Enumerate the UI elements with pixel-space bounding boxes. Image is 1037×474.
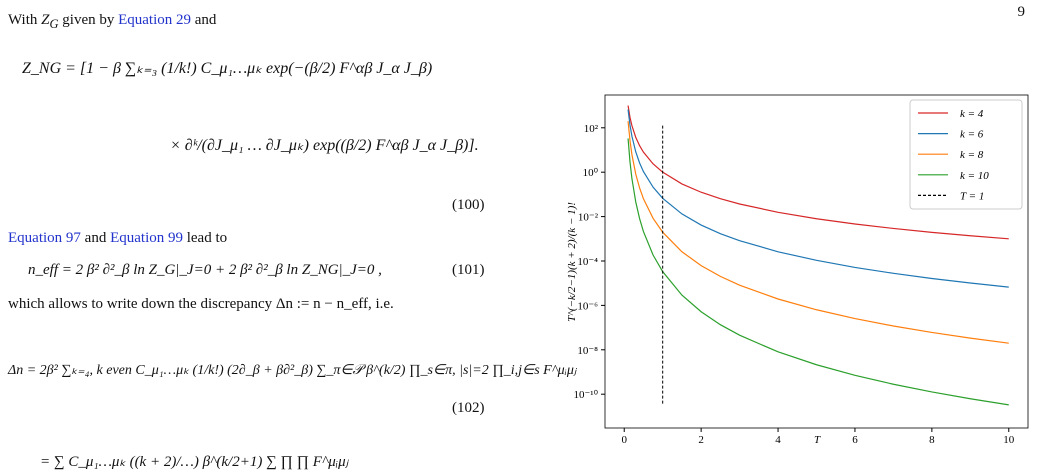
equation: Δn = 2β² ∑ₖ₌₄, k even C_μ₁…μₖ (1/k!) (2∂… — [8, 363, 577, 378]
chart: T T^(−k/2−1)(k + 2)/(k − 1)! 0 2 4 6 8 10 10⁻¹… — [566, 94, 1029, 446]
x-tick-label: 4 — [775, 434, 781, 446]
line — [627, 105, 1009, 240]
equation: Z_NG = [1 − β ∑ₖ₌₃ (1/k!) C_μ₁…μₖ exp(−(… — [22, 60, 433, 77]
text: With — [8, 12, 42, 28]
paragraph: Equation 97 and Equation 99 lead to — [8, 230, 227, 247]
paragraph: With ZG given by Equation 29 and — [8, 12, 216, 32]
equation-number: (100) — [452, 197, 485, 213]
y-tick-label: 10⁻⁸ — [577, 345, 598, 357]
y-tick-label: 10⁻⁴ — [577, 256, 598, 268]
line — [627, 109, 1009, 288]
legend-label: k = 8 — [960, 149, 984, 161]
y-tick-label: 10⁻¹⁰ — [573, 389, 598, 401]
text: and — [191, 12, 217, 28]
text: lead to — [182, 230, 228, 246]
y-tick-label: 10² — [584, 123, 599, 135]
x-tick-label: 2 — [698, 434, 704, 446]
y-axis-label: T^(−k/2−1)(k + 2)/(k − 1)! — [566, 202, 578, 322]
text: given by — [58, 12, 119, 28]
y-tick-label: 10⁻⁶ — [577, 300, 598, 312]
x-tick-label: 6 — [852, 434, 858, 446]
page-number: 9 — [1017, 4, 1026, 20]
legend-label: T = 1 — [960, 190, 984, 202]
line — [627, 121, 1009, 344]
equation: n_eff = 2 β² ∂²_β ln Z_G|_J=0 + 2 β² ∂²_… — [28, 262, 382, 278]
equation: × ∂ᵏ/(∂J_μ₁ … ∂J_μₖ) exp((β/2) F^αβ J_α … — [170, 137, 479, 154]
link[interactable]: Equation 97 — [8, 230, 81, 246]
legend-label: k = 4 — [960, 108, 984, 120]
x-tick-label: 10 — [1003, 434, 1015, 446]
paragraph: which allows to write down the discrepan… — [8, 296, 394, 312]
x-axis-label: T — [814, 434, 821, 446]
equation-number: (101) — [452, 262, 485, 278]
plot-frame — [604, 94, 1029, 429]
line — [627, 138, 1009, 406]
text: and — [80, 230, 111, 246]
equation-number: (102) — [452, 400, 485, 416]
equation: = ∑ C_μ₁…μₖ ((k + 2)/…) β^(k/2+1) ∑ ∏ ∏ … — [40, 454, 349, 470]
math: G — [49, 17, 59, 31]
y-tick-label: 10⁰ — [583, 167, 599, 179]
link[interactable]: Equation 29 — [118, 12, 192, 28]
x-tick-label: 8 — [929, 434, 935, 446]
legend-label: k = 6 — [960, 129, 984, 141]
link[interactable]: Equation 99 — [110, 230, 183, 246]
y-tick-label: 10⁻² — [578, 212, 599, 224]
legend-box — [909, 99, 1023, 210]
math: Z — [41, 12, 50, 28]
legend-label: k = 10 — [960, 170, 989, 182]
x-tick-label: 0 — [621, 434, 627, 446]
